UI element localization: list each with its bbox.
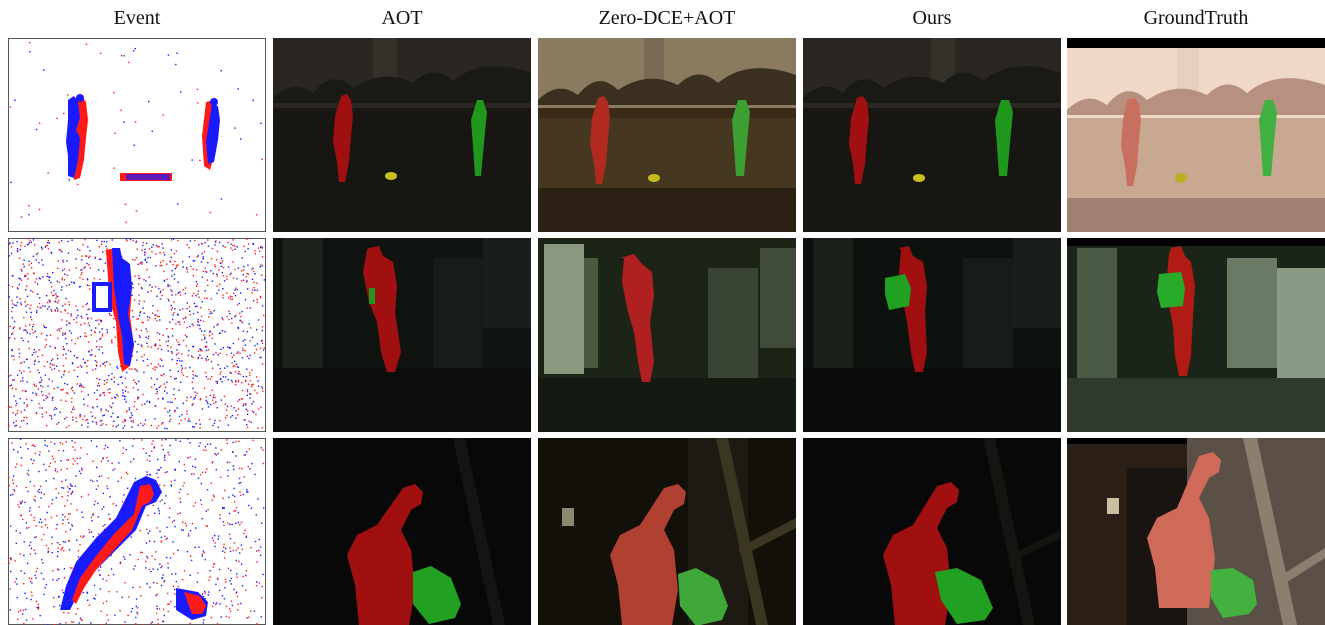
row-3-zero-dce-aot-image <box>538 438 796 625</box>
row-1-zero-dce-aot-image <box>538 38 796 232</box>
event-visualization <box>9 42 263 224</box>
event-visualization <box>8 438 265 625</box>
zero-dce-aot-segmentation <box>562 438 796 625</box>
ours-segmentation <box>883 438 1061 625</box>
zero-dce-aot-segmentation <box>538 244 796 432</box>
row-2-ours-image <box>803 238 1061 432</box>
row-2-ground-truth-image <box>1067 238 1325 432</box>
aot-segmentation <box>273 38 531 182</box>
row-3-ours-image <box>803 438 1061 625</box>
row-2-event-image <box>8 238 266 432</box>
row-3-ground-truth-image <box>1067 438 1325 625</box>
aot-segmentation <box>347 438 505 625</box>
row-1-ground-truth-image <box>1067 38 1325 232</box>
column-header-zero-dce-aot: Zero-DCE+AOT <box>598 7 736 29</box>
event-noise <box>8 238 265 430</box>
row-2-zero-dce-aot-image <box>538 238 796 432</box>
row-3-aot-image <box>273 438 531 625</box>
column-header-ours: Ours <box>912 7 952 29</box>
event-visualization <box>8 238 265 430</box>
aot-segmentation <box>273 238 531 432</box>
row-2-aot-image <box>273 238 531 432</box>
row-1-ours-image <box>803 38 1061 232</box>
ground-truth-segmentation <box>1067 438 1325 625</box>
ground-truth-segmentation <box>1067 38 1325 232</box>
ours-segmentation <box>803 238 1061 432</box>
ground-truth-segmentation <box>1067 238 1325 432</box>
ours-segmentation <box>803 38 1061 184</box>
event-noise <box>8 438 265 625</box>
event-noise <box>9 42 263 224</box>
column-header-aot: AOT <box>381 7 423 29</box>
row-3-event-image <box>8 438 266 625</box>
zero-dce-aot-segmentation <box>538 38 796 232</box>
row-1-event-image <box>8 38 266 232</box>
column-header-ground-truth: GroundTruth <box>1143 7 1249 29</box>
column-header-event: Event <box>113 7 161 29</box>
row-1-aot-image <box>273 38 531 232</box>
